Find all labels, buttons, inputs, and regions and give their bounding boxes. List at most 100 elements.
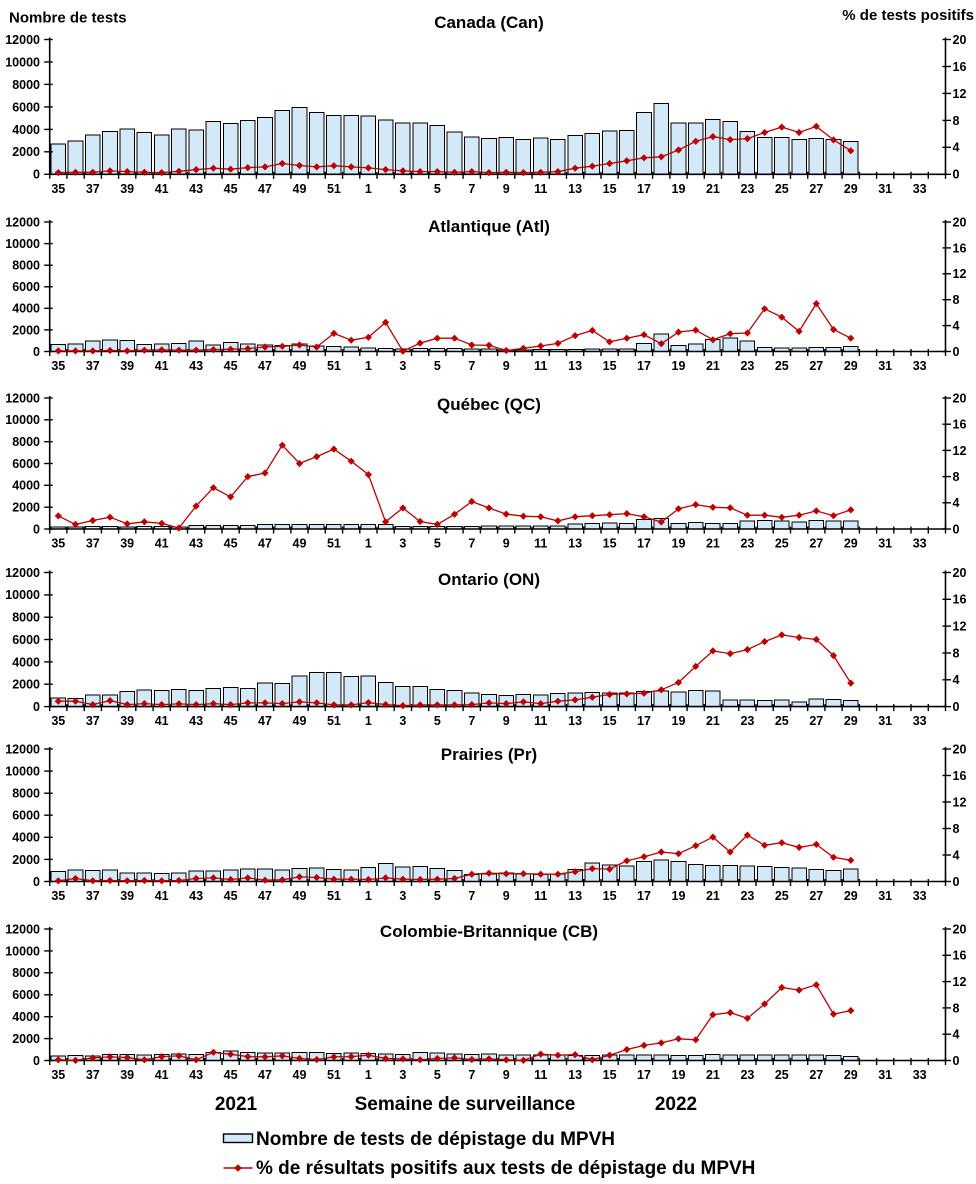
svg-text:27: 27 <box>809 889 823 903</box>
svg-text:8: 8 <box>953 1001 960 1015</box>
svg-text:8: 8 <box>953 114 960 128</box>
svg-text:11: 11 <box>534 714 547 728</box>
svg-text:20: 20 <box>953 33 967 47</box>
svg-text:27: 27 <box>809 182 823 196</box>
svg-text:10000: 10000 <box>5 765 40 779</box>
svg-text:21: 21 <box>706 889 720 903</box>
svg-text:31: 31 <box>878 1068 892 1082</box>
svg-text:12000: 12000 <box>5 742 40 756</box>
svg-text:43: 43 <box>189 537 203 551</box>
svg-text:4000: 4000 <box>12 123 40 137</box>
svg-text:5: 5 <box>434 182 441 196</box>
svg-text:10000: 10000 <box>5 237 40 251</box>
svg-text:35: 35 <box>51 1068 65 1082</box>
svg-text:43: 43 <box>189 182 203 196</box>
svg-text:8000: 8000 <box>12 259 40 273</box>
svg-text:12000: 12000 <box>5 391 40 405</box>
svg-text:6000: 6000 <box>12 280 40 294</box>
svg-text:41: 41 <box>155 714 169 728</box>
svg-text:39: 39 <box>120 714 134 728</box>
svg-text:23: 23 <box>740 537 754 551</box>
svg-text:4000: 4000 <box>12 655 40 669</box>
svg-text:4000: 4000 <box>12 831 40 845</box>
svg-text:0: 0 <box>953 522 960 536</box>
svg-text:12000: 12000 <box>5 215 40 229</box>
svg-text:31: 31 <box>878 359 892 373</box>
svg-text:49: 49 <box>293 182 307 196</box>
svg-text:35: 35 <box>51 182 65 196</box>
svg-text:12: 12 <box>953 975 967 989</box>
svg-text:5: 5 <box>434 889 441 903</box>
svg-text:0: 0 <box>953 345 960 359</box>
svg-text:2022: 2022 <box>655 1094 697 1115</box>
svg-text:Prairies (Pr): Prairies (Pr) <box>441 745 537 764</box>
svg-text:16: 16 <box>953 769 967 783</box>
svg-text:12: 12 <box>953 87 967 101</box>
svg-text:47: 47 <box>258 359 272 373</box>
svg-text:Semaine de surveillance: Semaine de surveillance <box>355 1094 576 1115</box>
svg-text:29: 29 <box>844 182 858 196</box>
svg-text:10000: 10000 <box>5 55 40 69</box>
svg-text:37: 37 <box>86 182 100 196</box>
svg-text:Ontario (ON): Ontario (ON) <box>438 570 540 589</box>
svg-text:27: 27 <box>809 714 823 728</box>
svg-text:5: 5 <box>434 714 441 728</box>
svg-text:35: 35 <box>51 537 65 551</box>
svg-text:35: 35 <box>51 714 65 728</box>
svg-text:21: 21 <box>706 182 720 196</box>
svg-text:4: 4 <box>953 496 960 510</box>
svg-text:15: 15 <box>603 359 617 373</box>
svg-text:8000: 8000 <box>12 787 40 801</box>
svg-text:12: 12 <box>953 620 967 634</box>
svg-text:37: 37 <box>86 359 100 373</box>
svg-text:9: 9 <box>503 537 510 551</box>
svg-text:12: 12 <box>953 795 967 809</box>
svg-text:51: 51 <box>327 889 341 903</box>
svg-text:4: 4 <box>953 848 960 862</box>
svg-text:4: 4 <box>953 673 960 687</box>
svg-text:3: 3 <box>399 714 406 728</box>
svg-text:12000: 12000 <box>5 922 40 936</box>
svg-text:17: 17 <box>637 359 651 373</box>
svg-text:25: 25 <box>775 537 789 551</box>
svg-text:47: 47 <box>258 537 272 551</box>
svg-text:8: 8 <box>953 293 960 307</box>
svg-text:33: 33 <box>913 714 927 728</box>
svg-text:11: 11 <box>534 537 547 551</box>
svg-text:41: 41 <box>155 359 169 373</box>
svg-text:21: 21 <box>706 359 720 373</box>
svg-text:6000: 6000 <box>12 100 40 114</box>
svg-text:16: 16 <box>953 241 967 255</box>
svg-text:3: 3 <box>399 537 406 551</box>
svg-text:45: 45 <box>224 537 238 551</box>
svg-text:9: 9 <box>503 1068 510 1082</box>
svg-text:49: 49 <box>293 359 307 373</box>
svg-text:51: 51 <box>327 359 341 373</box>
svg-text:39: 39 <box>120 359 134 373</box>
svg-text:19: 19 <box>672 359 686 373</box>
svg-text:43: 43 <box>189 714 203 728</box>
svg-text:41: 41 <box>155 182 169 196</box>
svg-text:3: 3 <box>399 182 406 196</box>
svg-text:51: 51 <box>327 1068 341 1082</box>
svg-text:0: 0 <box>953 700 960 714</box>
svg-text:45: 45 <box>224 889 238 903</box>
svg-text:37: 37 <box>86 1068 100 1082</box>
svg-text:33: 33 <box>913 1068 927 1082</box>
svg-text:8: 8 <box>953 822 960 836</box>
svg-text:7: 7 <box>468 1068 475 1082</box>
svg-text:23: 23 <box>740 714 754 728</box>
svg-text:51: 51 <box>327 182 341 196</box>
svg-text:39: 39 <box>120 1068 134 1082</box>
svg-text:2000: 2000 <box>12 1032 40 1046</box>
svg-text:29: 29 <box>844 537 858 551</box>
svg-text:11: 11 <box>534 1068 547 1082</box>
svg-text:2000: 2000 <box>12 678 40 692</box>
svg-text:13: 13 <box>568 714 582 728</box>
svg-text:0: 0 <box>33 522 40 536</box>
svg-text:1: 1 <box>365 182 372 196</box>
svg-text:29: 29 <box>844 1068 858 1082</box>
svg-text:6000: 6000 <box>12 809 40 823</box>
svg-text:41: 41 <box>155 1068 169 1082</box>
svg-text:47: 47 <box>258 889 272 903</box>
